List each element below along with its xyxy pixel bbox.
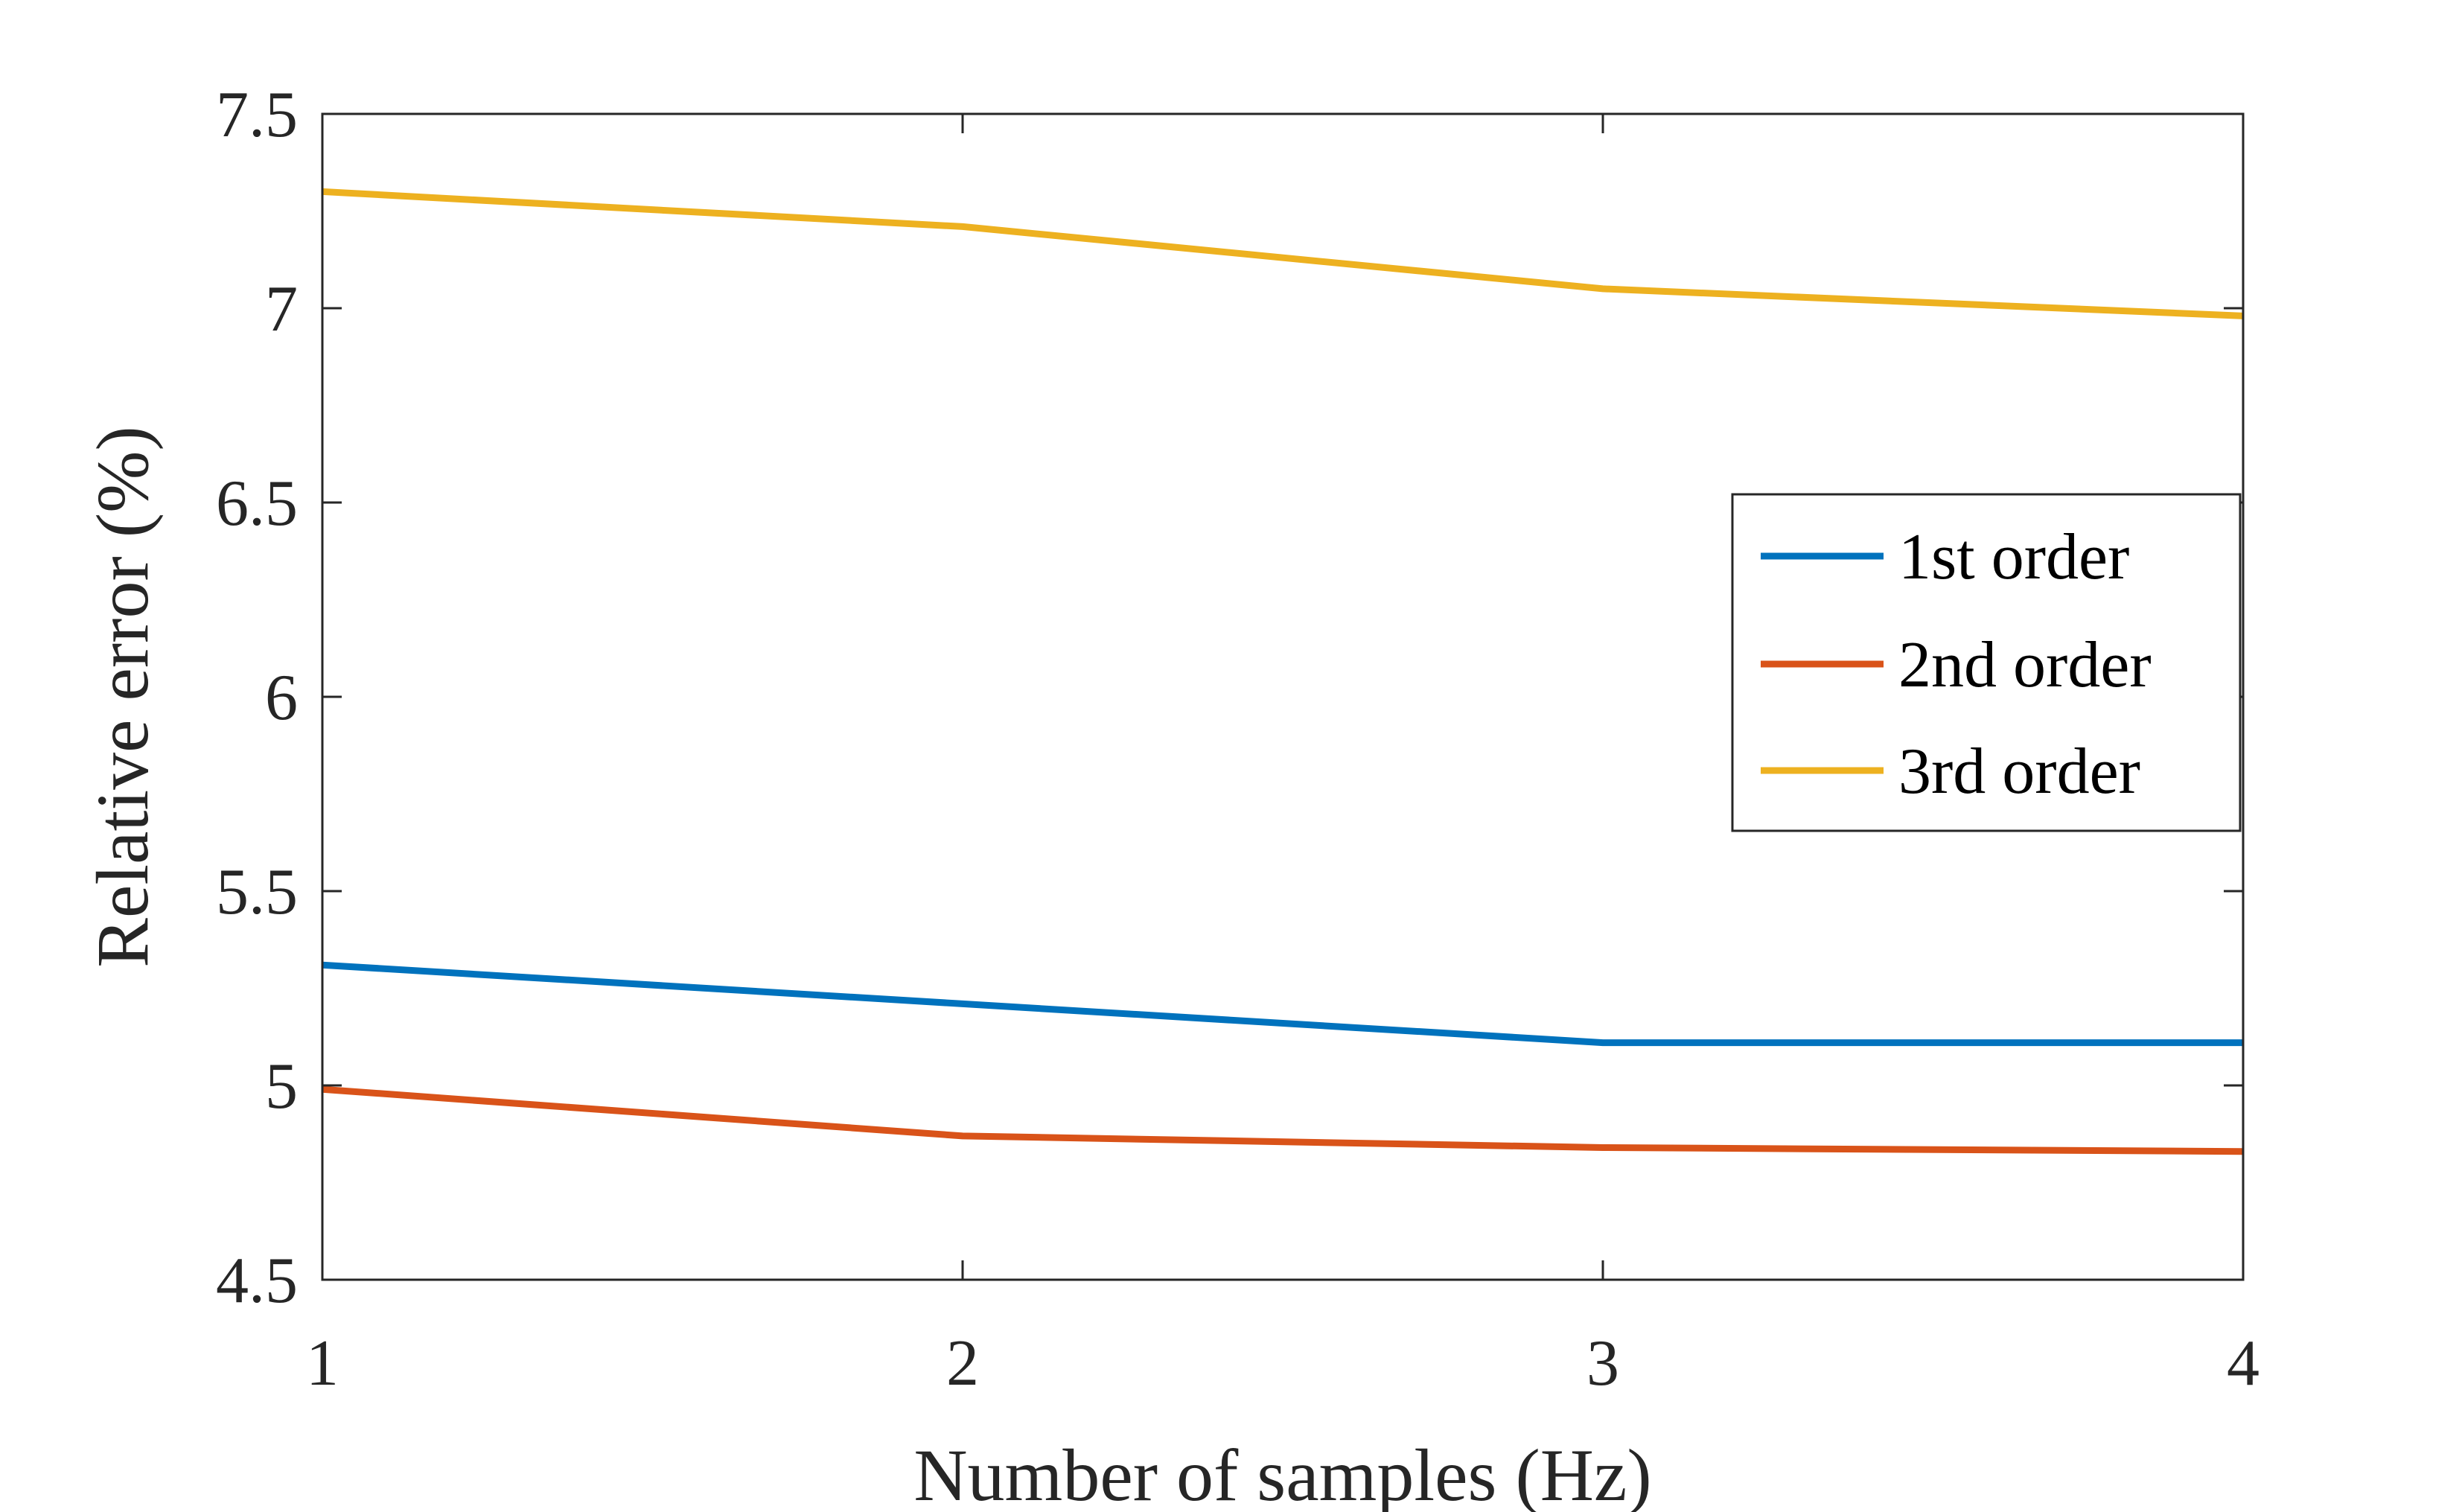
series-line-3rd-order <box>322 188 2244 319</box>
series-layer <box>322 188 2244 1155</box>
y-tick-label: 5.5 <box>216 856 298 928</box>
legend: 1st order 2nd order 3rd order <box>1731 493 2242 832</box>
legend-label-3rd-order: 3rd order <box>1898 736 2140 808</box>
y-tick-label: 6.5 <box>216 468 298 540</box>
y-tick-label: 6 <box>265 662 298 734</box>
tick-label-layer: 1 2 3 4 4.5 5 5.5 6 6.5 7 7.5 <box>216 79 2260 1400</box>
x-tick-label: 1 <box>306 1327 339 1400</box>
y-axis-label: Relative error (%) <box>81 426 164 967</box>
series-line-1st-order <box>322 961 2243 1047</box>
y-tick-label: 5 <box>265 1050 298 1123</box>
y-tick-label: 4.5 <box>216 1245 298 1317</box>
x-axis-label: Number of samples (Hz) <box>913 1434 1651 1512</box>
y-tick-label: 7.5 <box>216 79 298 151</box>
x-tick-label: 4 <box>2227 1327 2260 1400</box>
y-tick-label: 7 <box>265 273 298 345</box>
x-tick-label: 3 <box>1586 1327 1619 1400</box>
legend-label-1st-order: 1st order <box>1898 521 2129 593</box>
x-tick-label: 2 <box>946 1327 979 1400</box>
series-line-2nd-order <box>322 1085 2244 1155</box>
legend-label-2nd-order: 2nd order <box>1898 629 2152 701</box>
axes-box <box>321 112 2245 1281</box>
